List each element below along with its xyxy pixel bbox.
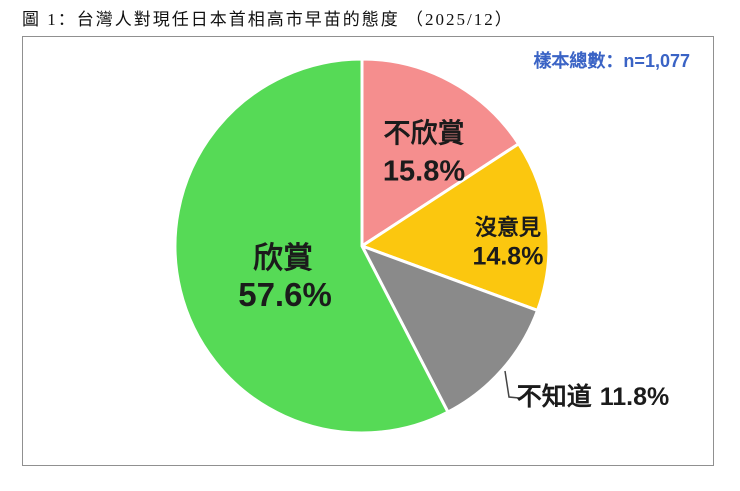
pie-slice-dont-know: [360, 244, 540, 414]
slice-label-dont-know-text: 不知道: [516, 383, 592, 411]
pie-slice-no-opinion: [360, 142, 551, 312]
slice-label-no-opinion: 沒意見: [474, 215, 542, 240]
slice-label-approve: 欣賞: [253, 242, 313, 275]
pie-slice-approve: [173, 57, 450, 435]
slice-value-no-opinion: 14.8%: [472, 242, 544, 271]
slice-value-dont-know: 11.8%: [599, 383, 670, 411]
slice-label-dont-know: 不知道 11.8%: [517, 377, 670, 413]
slice-value-approve: 57.6%: [238, 276, 332, 313]
sample-size-note: 樣本總數：n=1,077: [533, 51, 690, 71]
figure-title: 圖 1：台灣人對現任日本首相高市早苗的態度 （2025/12）: [22, 10, 514, 29]
slice-label-disapprove: 不欣賞: [383, 118, 465, 149]
leader-line: [504, 370, 520, 399]
pie-slice-disapprove: [360, 57, 521, 248]
pie-slices: [173, 57, 551, 435]
slice-value-disapprove: 15.8%: [382, 155, 466, 188]
